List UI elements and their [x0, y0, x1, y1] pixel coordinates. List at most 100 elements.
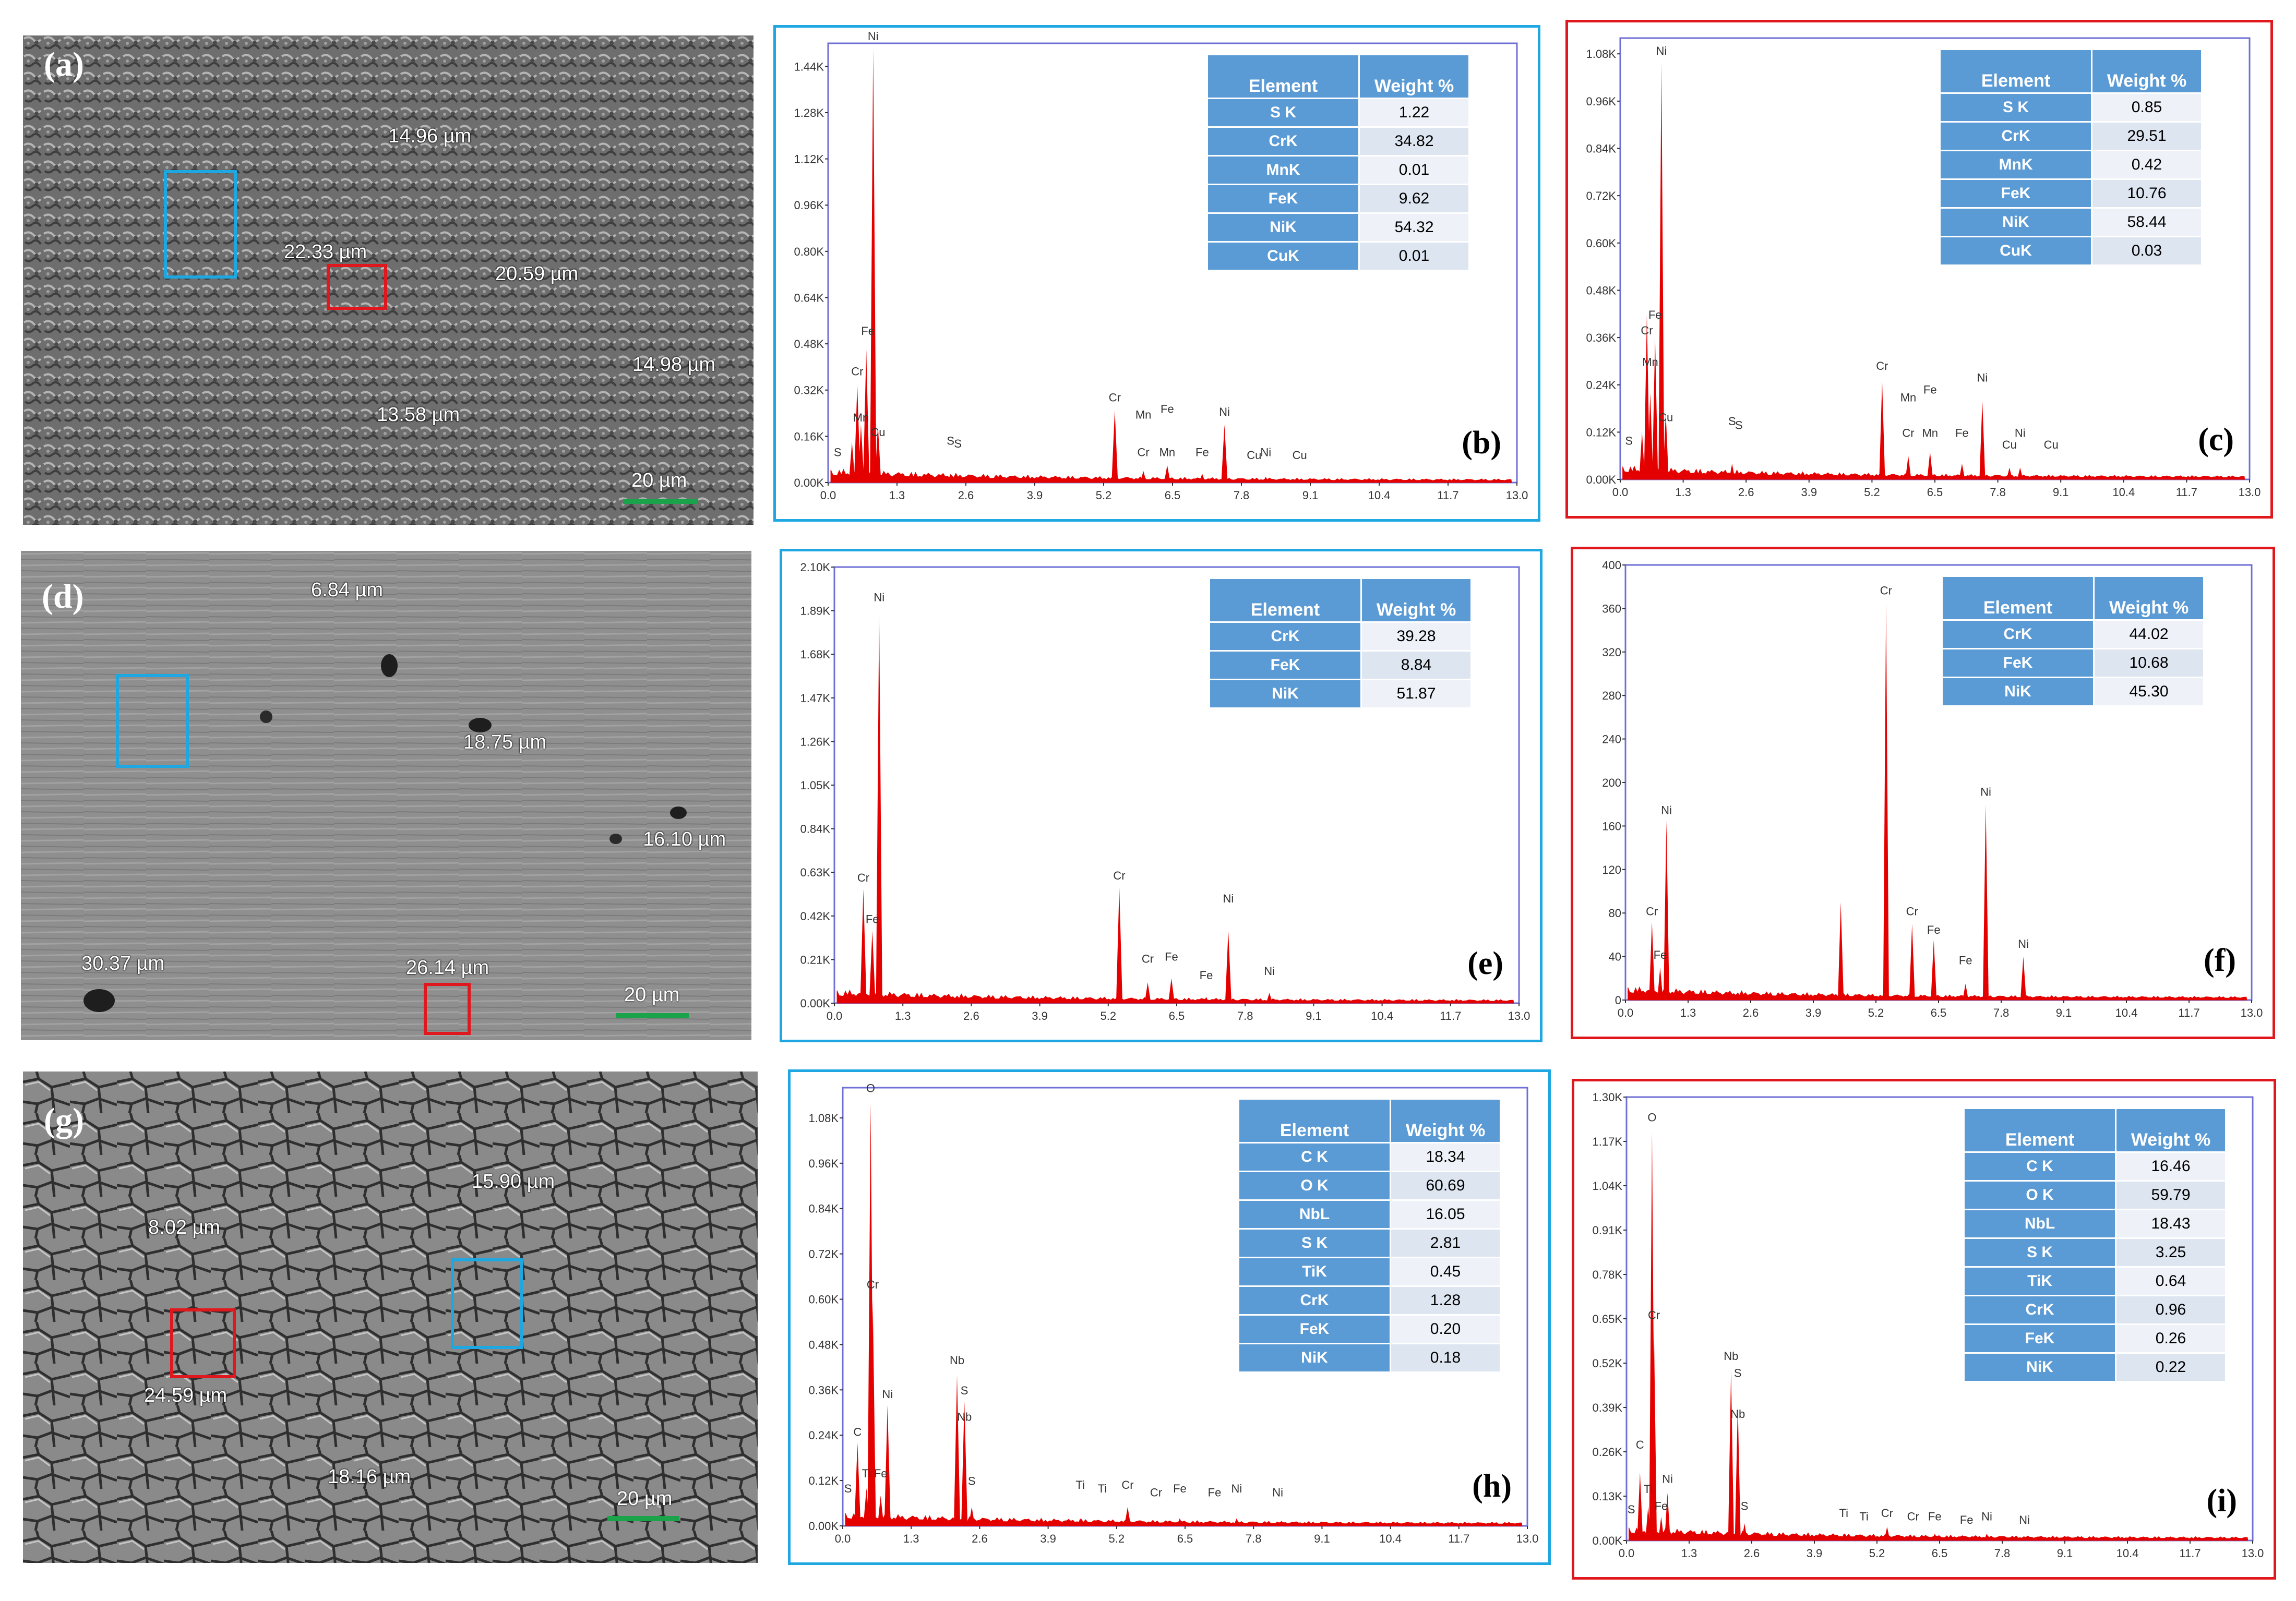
eds-spectrum-chart: 0.00K 0.12K 0.24K 0.36K 0.48K 0.60K 0.72K 0.84K… — [809, 1081, 1539, 1545]
eds-spectrum-chart: 0.00K 0.12K 0.24K 0.36K 0.48K 0.60K 0.72K 0.84K… — [1586, 37, 2261, 499]
element-weight-table: Element Weight % C K 18.34 O K 60.69 NbL 16.05 S… — [1238, 1098, 1501, 1373]
weight-cell: 8.84 — [1362, 652, 1470, 679]
element-cell: TiK — [1965, 1268, 2115, 1295]
element-cell: FeK — [1943, 649, 2093, 677]
table-row: FeK 9.62 — [1208, 185, 1468, 212]
peak-label: Ni — [1981, 1510, 1992, 1523]
table-row: FeK 0.20 — [1239, 1316, 1500, 1343]
peak-label: S — [1628, 1503, 1635, 1516]
peak-label: Mn — [1642, 356, 1658, 369]
y-tick-label: 1.08K — [1586, 47, 1617, 61]
panel-label: (e) — [1467, 946, 1503, 981]
table-row: MnK 0.42 — [1941, 151, 2201, 178]
measurement-label: 6.84 µm — [311, 579, 384, 601]
y-tick-label: 1.05K — [800, 779, 831, 792]
table-header-element: Element — [1239, 1100, 1390, 1142]
element-cell: NiK — [1210, 680, 1360, 707]
table-row: FeK 0.26 — [1965, 1325, 2225, 1352]
spectrum-baseline — [830, 468, 1512, 483]
y-tick-label: 0.65K — [1593, 1313, 1623, 1326]
spectrum-peak — [854, 1442, 861, 1526]
eds-spectrum-chart: 0.00K 0.16K 0.32K 0.48K 0.64K 0.80K 0.96K 1.12K… — [794, 30, 1528, 502]
spectrum-peak — [870, 49, 877, 483]
spectrum-peak — [1251, 479, 1258, 483]
peak-label: Cr — [1641, 324, 1653, 337]
y-tick-label: 1.12K — [794, 153, 824, 166]
red-roi-box — [327, 264, 387, 310]
table-row: CrK 1.28 — [1239, 1287, 1500, 1314]
scale-bar-label: 20 µm — [631, 470, 687, 491]
spectrum-peak — [869, 1299, 876, 1526]
x-tick-label: 13.0 — [2242, 1547, 2264, 1560]
y-tick-label: 0.48K — [1586, 284, 1617, 297]
peak-label: Cr — [1113, 869, 1125, 882]
peak-label: Ni — [2015, 426, 2026, 439]
spectrum-peak — [1658, 1516, 1664, 1540]
table-row: CrK 44.02 — [1943, 621, 2203, 648]
x-tick-label: 2.6 — [1743, 1006, 1759, 1019]
peak-label: Fe — [1173, 1482, 1187, 1495]
spectrum-peak — [1983, 1533, 1990, 1540]
weight-cell: 2.81 — [1391, 1230, 1500, 1257]
peak-label: Ni — [1272, 1486, 1283, 1499]
peak-label: C — [853, 1425, 862, 1438]
peak-label: Cr — [1646, 905, 1658, 918]
blue-roi-box — [164, 170, 237, 279]
y-tick-label: 200 — [1602, 776, 1621, 789]
spectrum-peak — [1909, 924, 1915, 1000]
peak-label: S — [1625, 435, 1633, 448]
measurement-label: 18.16 µm — [328, 1466, 411, 1488]
weight-cell: 18.43 — [2116, 1210, 2225, 1237]
element-cell: NiK — [1941, 209, 2091, 236]
element-cell: C K — [1239, 1143, 1390, 1171]
x-tick-label: 6.5 — [1165, 489, 1181, 502]
spectrum-peak — [1649, 921, 1655, 1000]
x-tick-label: 6.5 — [1169, 1009, 1185, 1022]
element-cell: NiK — [1208, 214, 1358, 241]
spectrum-peak — [884, 1405, 891, 1526]
y-tick-label: 0.24K — [1586, 379, 1617, 392]
x-tick-label: 7.8 — [1234, 489, 1250, 502]
x-tick-label: 9.1 — [2056, 1006, 2072, 1019]
y-tick-label: 0.60K — [809, 1293, 839, 1306]
scale-bar-label: 20 µm — [617, 1488, 673, 1510]
spectrum-peak — [1735, 1404, 1741, 1540]
element-cell: S K — [1239, 1230, 1390, 1257]
table-row: FeK 10.76 — [1941, 180, 2201, 207]
peak-label: Cu — [2044, 438, 2059, 451]
element-cell: FeK — [1965, 1325, 2115, 1352]
measurement-label: 22.33 µm — [284, 241, 367, 263]
peak-label: Cr — [1109, 391, 1121, 404]
spectrum-peak — [1838, 902, 1844, 1000]
spectrum-peak — [1879, 381, 1885, 479]
x-tick-label: 11.7 — [2179, 1547, 2201, 1560]
x-tick-label: 11.7 — [2176, 486, 2197, 499]
spectrum-peak — [2006, 467, 2013, 479]
peak-label: Fe — [1955, 426, 1969, 439]
x-tick-label: 0.0 — [835, 1532, 851, 1545]
spectrum-peak — [1644, 314, 1650, 479]
table-row: NiK 0.22 — [1965, 1354, 2225, 1381]
y-tick-label: 0.96K — [809, 1157, 839, 1170]
x-tick-label: 1.3 — [1680, 1006, 1696, 1019]
peak-label: Cr — [851, 365, 863, 378]
spectrum-peak — [860, 889, 867, 1003]
peak-label: Fe — [1655, 1500, 1668, 1513]
peak-label: O — [866, 1081, 875, 1094]
peak-label: Nb — [957, 1410, 972, 1423]
eds-spectrum-chart: 0.00K 0.13K 0.26K 0.39K 0.52K 0.65K 0.78K 0.91K… — [1593, 1091, 2264, 1560]
spectrum-peak — [1663, 412, 1669, 479]
table-row: NiK 54.32 — [1208, 214, 1468, 241]
weight-cell: 45.30 — [2095, 678, 2203, 705]
spectrum-peak — [1657, 967, 1663, 1000]
element-cell: CrK — [1210, 623, 1360, 650]
y-tick-label: 0.84K — [1586, 142, 1617, 155]
spectrum-peak — [1884, 1526, 1890, 1540]
spectrum-peak — [1932, 1533, 1938, 1540]
peak-label: Nb — [1730, 1407, 1745, 1421]
table-row: S K 2.81 — [1239, 1230, 1500, 1257]
red-roi-box — [424, 983, 471, 1035]
y-tick-label: 0 — [1615, 994, 1621, 1007]
table-header-element: Element — [1208, 55, 1358, 98]
weight-cell: 0.45 — [1391, 1258, 1500, 1285]
